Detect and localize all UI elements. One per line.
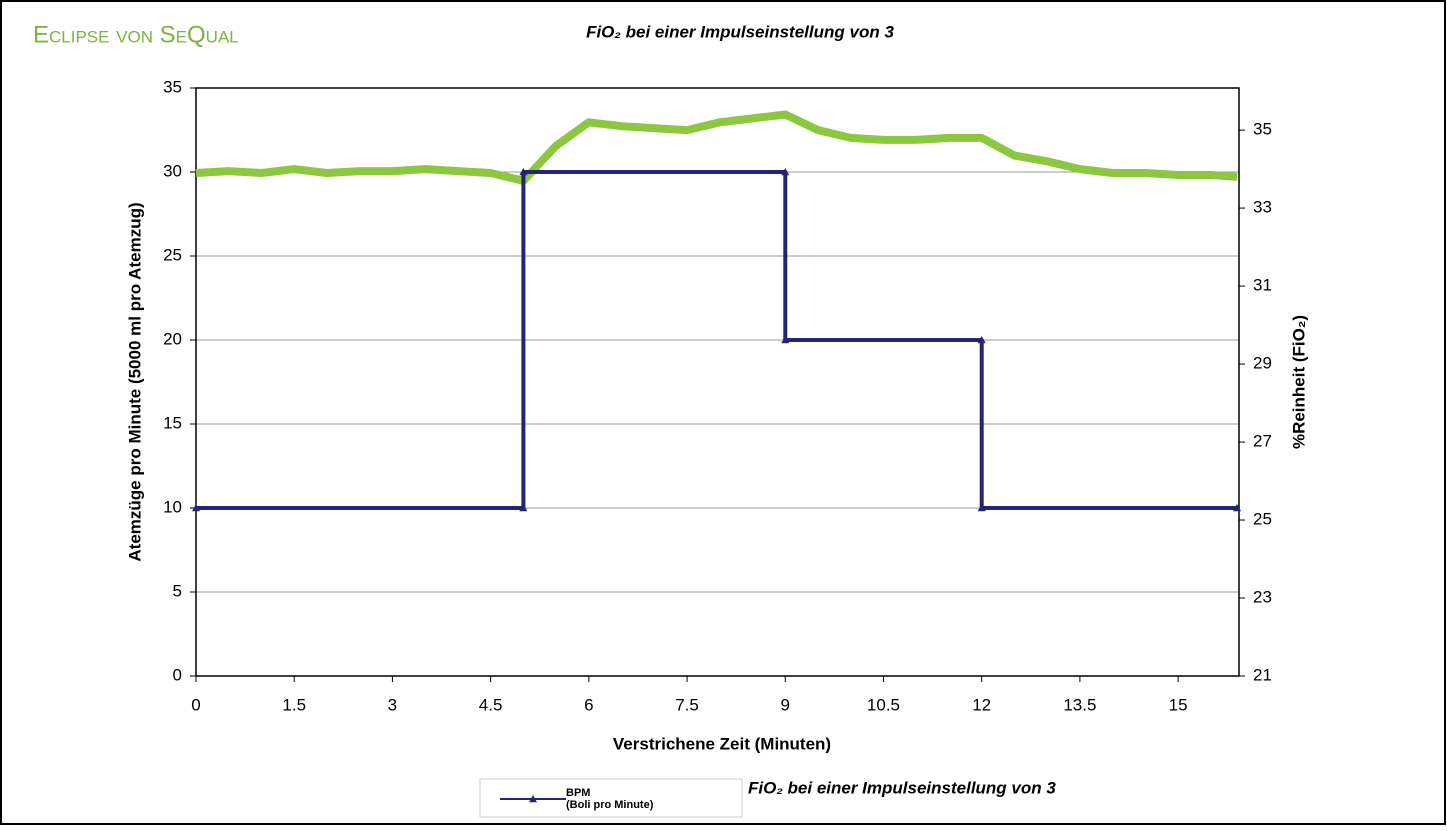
x-tick-label: 7.5: [675, 695, 699, 714]
chart-title: FiO₂ bei einer Impulseinstellung von 3: [586, 22, 894, 41]
bpm-line: [196, 170, 1237, 510]
y-tick-label: 30: [163, 161, 182, 180]
y2-tick-label: 27: [1253, 432, 1272, 451]
x-axis-label: Verstrichene Zeit (Minuten): [613, 734, 831, 753]
y-tick-label: 10: [163, 497, 182, 516]
legend-marker: [529, 795, 537, 803]
y2-tick-label: 25: [1253, 510, 1272, 529]
bpm-marker: [519, 168, 528, 176]
fio2-line: [195, 110, 1238, 185]
y2-tick-label: 23: [1253, 588, 1272, 607]
y2-tick-label: 35: [1253, 120, 1272, 139]
bpm-marker: [192, 504, 200, 512]
y2-tick-label: 29: [1253, 354, 1272, 373]
y-tick-label: 0: [173, 665, 182, 684]
x-tick-label: 6: [584, 695, 593, 714]
bpm-marker: [781, 336, 790, 344]
bpm-marker: [977, 336, 986, 344]
y-tick-label: 5: [173, 581, 182, 600]
x-tick-label: 1.5: [282, 695, 306, 714]
plot-frame: [195, 87, 1240, 677]
x-tick-label: 3: [388, 695, 397, 714]
x-tick-label: 0: [191, 695, 200, 714]
bpm-marker: [781, 168, 790, 176]
x-tick-label: 9: [781, 695, 790, 714]
x-tick-label: 12: [972, 695, 991, 714]
bpm-marker: [519, 504, 528, 512]
y2-tick-label: 31: [1253, 276, 1272, 295]
x-tick-label: 4.5: [479, 695, 503, 714]
legend-label-line: (Boli pro Minute): [566, 799, 654, 811]
brand: Eclipse von SeQual: [33, 21, 239, 48]
x-tick-label: 10.5: [867, 695, 900, 714]
legend-label-line: BPM: [566, 787, 590, 799]
legend-label: BPM (Boli pro Minute): [566, 787, 654, 811]
x-tick-label: 13.5: [1063, 695, 1096, 714]
bpm-marker: [1233, 504, 1242, 512]
y-tick-label: 15: [163, 413, 182, 432]
y-axis-label: Atemzüge pro Minute (5000 ml pro Atemzug…: [125, 202, 144, 561]
x-tick-label: 15: [1169, 695, 1188, 714]
y2-axis-label: %Reinheit (FiO₂): [1289, 315, 1308, 449]
y-tick-label: 25: [163, 245, 182, 264]
bpm-marker: [977, 504, 986, 512]
y-tick-label: 35: [163, 77, 182, 96]
y2-tick-label: 33: [1253, 198, 1272, 217]
y-tick-label: 20: [163, 329, 182, 348]
y2-tick-label: 21: [1253, 665, 1272, 684]
legend-label: FiO₂ bei einer Impulseinstellung von 3: [748, 778, 1056, 797]
